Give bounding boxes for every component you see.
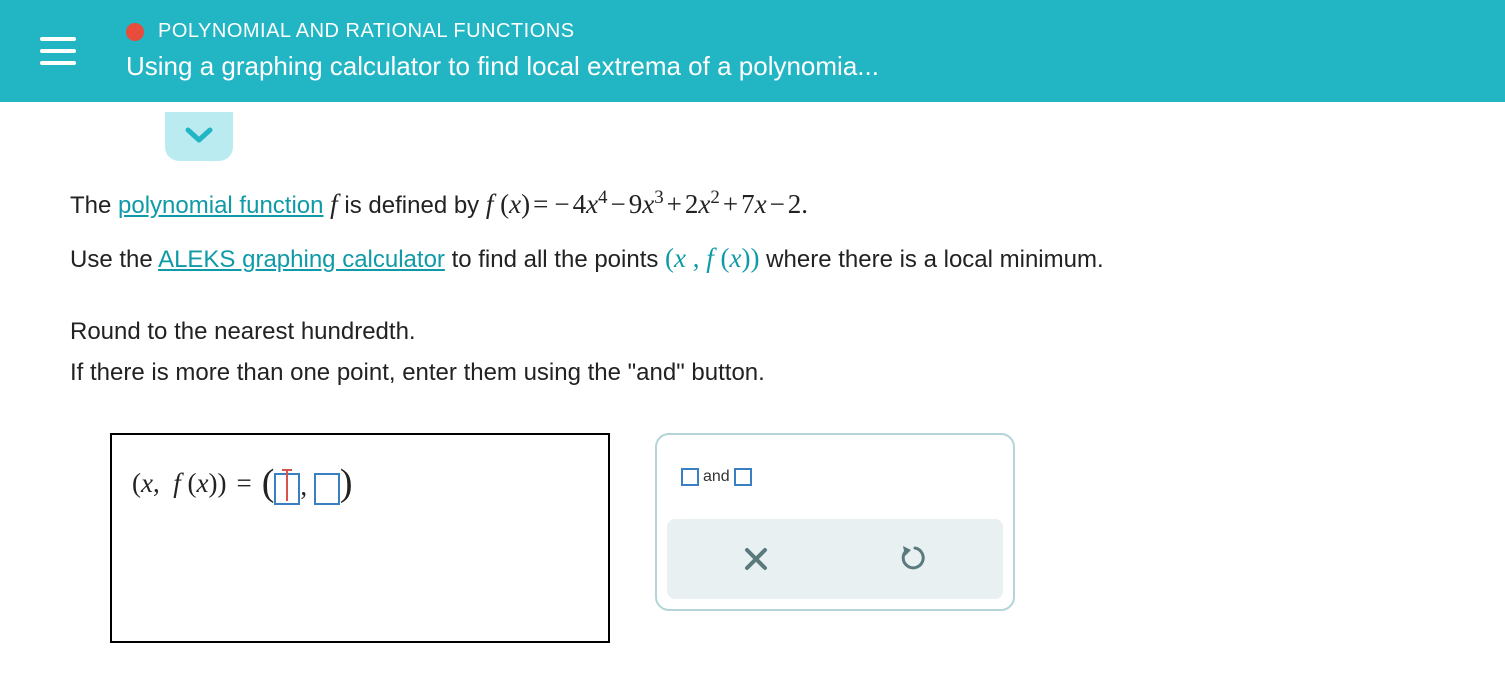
status-dot-icon [126,23,144,41]
and-label: and [703,463,730,490]
text-fragment: where there is a local minimum. [760,246,1104,273]
clear-button[interactable] [736,539,776,579]
tool-bottom-row [667,519,1003,599]
text-fragment: is defined by [344,192,485,219]
problem-line-1: The polynomial function f is defined by … [70,182,1435,228]
tool-panel: and [655,433,1015,610]
header-bar: POLYNOMIAL AND RATIONAL FUNCTIONS Using … [0,0,1505,102]
dropdown-toggle[interactable] [165,112,233,161]
instruction-1: Round to the nearest hundredth. [70,312,1435,353]
chevron-down-icon [185,126,213,144]
close-icon [743,546,769,572]
input-field-1[interactable] [274,473,300,505]
answer-row: (x, f (x)) = (, ) and [110,433,1435,643]
aleks-calculator-link[interactable]: ALEKS graphing calculator [158,246,445,273]
answer-input-box[interactable]: (x, f (x)) = (, ) [110,433,610,643]
answer-lhs: (x, f (x)) [132,461,226,507]
tool-top-row: and [657,435,1013,518]
content-area: The polynomial function f is defined by … [0,102,1505,683]
and-button[interactable]: and [681,463,752,490]
page-title: Using a graphing calculator to find loca… [126,51,879,82]
instruction-2: If there is more than one point, enter t… [70,353,1435,394]
menu-icon[interactable] [40,37,76,65]
answer-rhs: (, ) [262,451,353,516]
placeholder-box-icon [734,468,752,486]
header-text: POLYNOMIAL AND RATIONAL FUNCTIONS Using … [126,20,879,82]
instructions-block: Round to the nearest hundredth. If there… [70,312,1435,394]
category-line: POLYNOMIAL AND RATIONAL FUNCTIONS [126,20,879,43]
polynomial-function-link[interactable]: polynomial function [118,192,323,219]
input-field-2[interactable] [314,473,340,505]
undo-icon [899,544,929,574]
point-expression: (x , f (x)) [665,243,759,273]
placeholder-box-icon [681,468,699,486]
equals-sign: = [236,461,251,507]
math-f: f [330,189,344,219]
text-fragment: to find all the points [445,246,665,273]
function-definition: f (x)=−4x4−9x3+2x2+7x−2. [486,189,808,219]
undo-button[interactable] [894,539,934,579]
text-fragment: The [70,192,118,219]
problem-line-2: Use the ALEKS graphing calculator to fin… [70,236,1435,282]
category-label: POLYNOMIAL AND RATIONAL FUNCTIONS [158,20,575,43]
text-fragment: Use the [70,246,158,273]
